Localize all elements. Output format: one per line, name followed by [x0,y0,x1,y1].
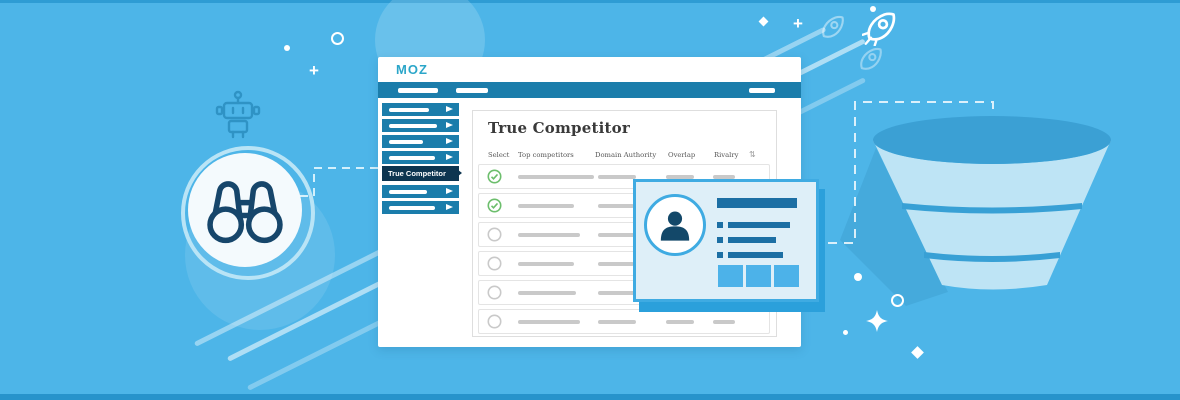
column-header-domain-authority: Domain Authority [595,151,657,159]
person-icon [660,211,690,241]
nav-menu-placeholder[interactable] [749,87,775,93]
top-navbar[interactable] [378,82,801,98]
placeholder-text-bar [598,319,636,324]
card-text-bar [728,237,776,243]
avatar [644,194,706,256]
sparkle-dot [284,45,290,51]
diamond-icon [911,346,924,359]
chevron-right-icon [446,106,453,112]
rocket-icon [860,47,882,70]
placeholder-text-bar [598,232,636,237]
moz-logo: MOZ [396,62,428,77]
placeholder-text-bar [666,174,694,179]
sidebar-item-placeholder[interactable] [382,185,459,198]
chevron-right-icon [446,188,453,194]
sidebar-item-label-bar [389,107,429,112]
card-text-bar [728,252,783,258]
chevron-right-icon [446,138,453,144]
sort-icon[interactable]: ⇅ [749,150,756,159]
row-checkbox-icon[interactable] [487,256,502,271]
placeholder-text-bar [518,174,594,179]
sidebar-item-placeholder[interactable] [382,151,459,164]
card-bullet-square [717,222,723,228]
sidebar-item-placeholder[interactable] [382,135,459,148]
sparkle-dot [854,273,862,281]
chevron-right-icon [446,154,453,160]
diamond-icon [758,16,769,27]
row-checkbox-icon[interactable] [487,227,502,242]
sidebar-item-label-bar [389,139,423,144]
placeholder-text-bar [518,203,574,208]
profile-card [633,179,819,302]
card-thumbnail-square [746,265,771,287]
row-checkbox-icon[interactable] [487,314,502,329]
card-thumbnail-square [774,265,799,287]
placeholder-text-bar [518,319,580,324]
rocket-icon [862,12,896,46]
sparkle-ring [331,32,344,45]
card-bullet-square [717,237,723,243]
placeholder-text-bar [713,319,735,324]
nav-menu-placeholder[interactable] [398,87,438,93]
sidebar-item-placeholder[interactable] [382,103,459,116]
robot-icon [215,90,261,139]
chevron-right-icon [446,204,453,210]
placeholder-text-bar [518,261,574,266]
row-checkbox-icon[interactable] [487,285,502,300]
card-text-bar [728,222,790,228]
sparkle-ring [891,294,904,307]
placeholder-text-bar [666,319,694,324]
binoculars-badge [188,153,302,267]
binoculars-icon [207,181,283,244]
table-row[interactable] [478,309,770,334]
sparkle-dot [870,6,876,12]
page-title: True Competitor [488,119,630,137]
placeholder-text-bar [518,290,576,295]
sidebar-item-placeholder[interactable] [382,119,459,132]
top-edge-band [0,0,1180,3]
column-header-top-competitors: Top competitors [518,151,574,159]
placeholder-text-bar [598,203,634,208]
row-checked-icon[interactable] [487,198,502,213]
column-header-rivalry: Rivalry [714,151,739,159]
chevron-right-icon [446,122,453,128]
sidebar-item-label-bar [389,189,427,194]
plus-icon: + [309,61,319,80]
funnel-illustration [873,116,1111,290]
star-icon [866,310,888,332]
sidebar-item-true-competitor[interactable]: True Competitor [382,166,462,181]
sidebar-item-label-bar [389,155,435,160]
card-title-bar [717,198,797,208]
sparkle-dot [843,330,848,335]
rocket-icon [822,15,844,38]
column-header-overlap: Overlap [668,151,696,159]
card-bullet-square [717,252,723,258]
placeholder-text-bar [598,174,636,179]
sidebar-item-label-bar [389,123,437,128]
sidebar-item-label-bar [389,205,435,210]
binoculars-badge-ring [181,146,315,280]
placeholder-text-bar [598,261,634,266]
sidebar-item-placeholder[interactable] [382,201,459,214]
card-thumbnail-square [718,265,743,287]
placeholder-text-bar [518,232,580,237]
placeholder-text-bar [713,174,735,179]
bottom-edge-band [0,394,1180,400]
row-checked-icon[interactable] [487,169,502,184]
placeholder-text-bar [598,290,636,295]
column-header-select: Select [488,151,510,159]
plus-icon: + [793,14,803,33]
nav-menu-placeholder[interactable] [456,87,488,93]
